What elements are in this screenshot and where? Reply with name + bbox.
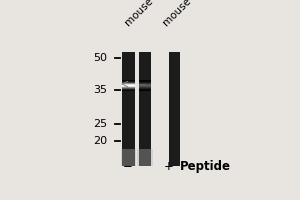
Bar bbox=[137, 149, 153, 166]
Text: 20: 20 bbox=[93, 136, 107, 146]
Text: 25: 25 bbox=[93, 119, 107, 129]
Bar bbox=[139, 80, 152, 81]
Bar bbox=[122, 80, 135, 81]
Bar bbox=[139, 87, 152, 88]
Bar bbox=[139, 85, 152, 86]
Bar bbox=[139, 85, 152, 86]
Bar bbox=[122, 86, 135, 87]
Text: mouse brain: mouse brain bbox=[123, 0, 177, 29]
Bar bbox=[139, 86, 152, 87]
Bar bbox=[122, 85, 135, 86]
Bar bbox=[122, 89, 135, 90]
Bar bbox=[139, 82, 152, 83]
Bar bbox=[169, 52, 181, 166]
Bar bbox=[122, 81, 135, 82]
Bar bbox=[139, 89, 152, 90]
Text: Peptide: Peptide bbox=[179, 160, 230, 173]
Bar bbox=[122, 88, 135, 89]
Bar bbox=[139, 52, 152, 166]
Bar bbox=[121, 149, 136, 166]
Bar bbox=[139, 81, 152, 82]
Bar bbox=[139, 90, 152, 91]
Bar bbox=[122, 84, 135, 85]
Bar bbox=[122, 52, 135, 166]
Bar bbox=[139, 84, 152, 85]
Bar bbox=[122, 88, 135, 89]
Bar bbox=[139, 149, 152, 166]
Bar bbox=[139, 88, 152, 89]
Text: mouse brain: mouse brain bbox=[162, 0, 215, 29]
Bar bbox=[122, 85, 135, 86]
Bar bbox=[139, 81, 152, 82]
Text: 35: 35 bbox=[93, 85, 107, 95]
Text: +: + bbox=[164, 160, 174, 173]
Bar bbox=[122, 149, 135, 166]
Bar bbox=[122, 82, 135, 83]
Bar bbox=[122, 81, 135, 82]
Bar bbox=[122, 90, 135, 91]
Bar bbox=[122, 87, 135, 88]
Bar bbox=[122, 82, 135, 83]
Bar bbox=[139, 88, 152, 89]
Text: −: − bbox=[123, 160, 133, 173]
Text: 50: 50 bbox=[93, 53, 107, 63]
Bar bbox=[122, 83, 135, 84]
Bar bbox=[139, 83, 152, 84]
Bar bbox=[139, 82, 152, 83]
